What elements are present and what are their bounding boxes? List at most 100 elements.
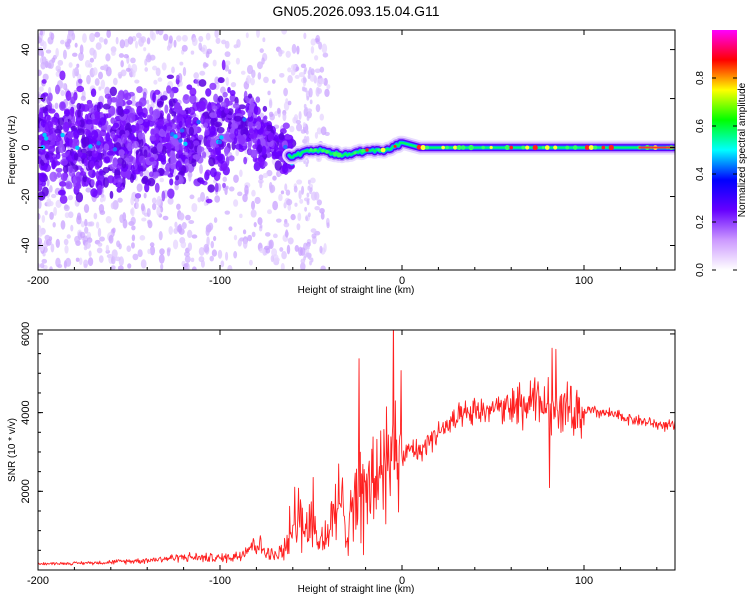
spectrogram-noise-blob xyxy=(79,44,84,55)
spectrogram-core-blob xyxy=(238,104,246,110)
spectrogram-core-blob xyxy=(115,177,124,184)
spectrogram-peak-dot xyxy=(541,146,545,150)
spectrogram-noise-blob xyxy=(179,61,184,66)
spectrogram-noise-blob xyxy=(125,67,131,72)
spectrogram-peak-dot xyxy=(584,145,590,150)
spectrogram-core-blob xyxy=(284,135,292,140)
spectrogram-noise-blob xyxy=(269,184,276,194)
spectrogram-core-blob xyxy=(234,143,243,150)
spectrogram-noise-blob xyxy=(183,266,190,270)
spectrogram-noise-blob xyxy=(63,238,69,246)
spectrogram-core-blob xyxy=(126,99,133,106)
spectrogram-core-blob xyxy=(127,112,136,123)
spectrogram-ridge-blob xyxy=(43,136,49,141)
spectrogram-noise-blob xyxy=(84,218,88,227)
spectrogram-peak-dot xyxy=(468,144,474,151)
spectrogram-core-blob xyxy=(38,135,44,141)
spectrogram-core-blob xyxy=(85,150,94,157)
spectrogram-core-blob xyxy=(98,161,103,167)
spectrogram-core-blob xyxy=(214,182,219,193)
spectrogram-noise-blob xyxy=(307,185,311,191)
spectrogram-core-blob xyxy=(222,91,228,98)
spectrogram-noise-blob xyxy=(132,253,139,261)
spectrogram-noise-blob xyxy=(188,172,192,182)
spectrogram-core-blob xyxy=(60,158,68,166)
spectrogram-noise-blob xyxy=(286,244,291,255)
spectrogram-noise-blob xyxy=(295,119,302,125)
spectrogram-noise-blob xyxy=(310,228,317,234)
spectrogram-noise-blob xyxy=(89,32,96,43)
spectrogram-core-blob xyxy=(168,98,176,107)
spectrogram-ridge-blob xyxy=(183,141,188,146)
spectrogram-noise-blob xyxy=(278,193,283,202)
spectrogram-peak-dot xyxy=(525,145,530,150)
spectrogram-noise-blob xyxy=(253,221,257,228)
spectrogram-noise-blob xyxy=(270,255,275,263)
spectrogram-core-blob xyxy=(227,86,231,93)
spectrogram-ridge-blob xyxy=(75,145,80,151)
spectrogram-noise-blob xyxy=(198,247,205,256)
spectrogram-noise-blob xyxy=(237,191,243,197)
spectrogram-noise-blob xyxy=(307,74,311,80)
spectrogram-peak-dot xyxy=(336,152,342,158)
spectrogram-noise-blob xyxy=(181,44,188,52)
spectrogram-noise-blob xyxy=(117,197,123,203)
spectrogram-core-blob xyxy=(38,181,43,192)
spectrogram-noise-blob xyxy=(41,56,47,65)
spectrogram-core-blob xyxy=(158,152,166,163)
spectrogram-core-blob xyxy=(99,129,107,137)
spectrogram-noise-blob xyxy=(67,194,74,201)
spectrogram-noise-blob xyxy=(257,72,262,80)
spectrogram-noise-blob xyxy=(239,213,243,219)
spectrogram-noise-blob xyxy=(64,212,70,219)
spectrogram-core-blob xyxy=(142,118,151,128)
spectrogram-core-blob xyxy=(273,134,279,142)
spectrogram-noise-blob xyxy=(137,249,143,258)
spectrogram-noise-blob xyxy=(267,90,271,96)
spectrogram-core-blob xyxy=(116,187,123,193)
spectrogram-noise-blob xyxy=(187,229,193,239)
spectrogram-noise-blob xyxy=(200,191,206,202)
spectrogram-noise-blob xyxy=(319,113,325,121)
spectrogram-noise-blob xyxy=(302,122,306,128)
spectrogram-core-blob xyxy=(70,110,75,117)
spectrogram-noise-blob xyxy=(38,86,44,92)
spectrogram-core-blob xyxy=(86,177,92,184)
spectrogram-core-blob xyxy=(135,122,140,132)
spectrogram-ridge-blob xyxy=(219,135,224,140)
spectrogram-noise-blob xyxy=(259,224,263,229)
spectrogram-peak-dot xyxy=(441,145,445,150)
spectrogram-core-blob xyxy=(205,198,213,204)
spectrogram-noise-blob xyxy=(222,176,228,182)
spectrogram-peak-dot xyxy=(313,148,317,152)
spectrogram-noise-blob xyxy=(319,66,325,73)
spectrogram-core-blob xyxy=(183,146,189,153)
spectrogram-noise-blob xyxy=(224,210,231,215)
spectrogram-noise-blob xyxy=(49,266,53,270)
spectrogram-noise-blob xyxy=(135,201,139,209)
spectrogram-core-blob xyxy=(148,171,154,178)
spectrogram-noise-blob xyxy=(185,214,191,221)
spectrogram-core-blob xyxy=(107,95,112,106)
spectrogram-noise-blob xyxy=(45,49,52,54)
snr-panel: -200 -100 0 100 2000 4000 6000 Height of stra… xyxy=(7,322,676,595)
spectrogram-noise-blob xyxy=(72,68,76,79)
spectrogram-core-blob xyxy=(77,109,81,118)
spectrogram-core-blob xyxy=(90,130,99,140)
spectrogram-core-blob xyxy=(247,149,254,155)
colorbar-tick-label: 0.6 xyxy=(695,119,706,133)
spectrogram-core-blob xyxy=(78,78,83,84)
spectrogram-core-blob xyxy=(243,156,248,165)
spectrogram-noise-blob xyxy=(246,75,251,85)
spectrogram-noise-blob xyxy=(233,44,239,49)
spectrogram-core-blob xyxy=(178,120,183,128)
spectrogram-core-blob xyxy=(137,118,144,125)
colorbar-tick-label: 0.2 xyxy=(695,215,706,229)
spectrogram-core-blob xyxy=(95,170,100,180)
spectrogram-noise-blob xyxy=(135,32,142,39)
spectrogram-peak-dot xyxy=(361,148,365,153)
spectrogram-noise-blob xyxy=(67,211,74,219)
spectrogram-core-blob xyxy=(69,165,73,174)
spectrogram-core-blob xyxy=(255,121,261,130)
spectrogram-core-blob xyxy=(204,129,210,136)
